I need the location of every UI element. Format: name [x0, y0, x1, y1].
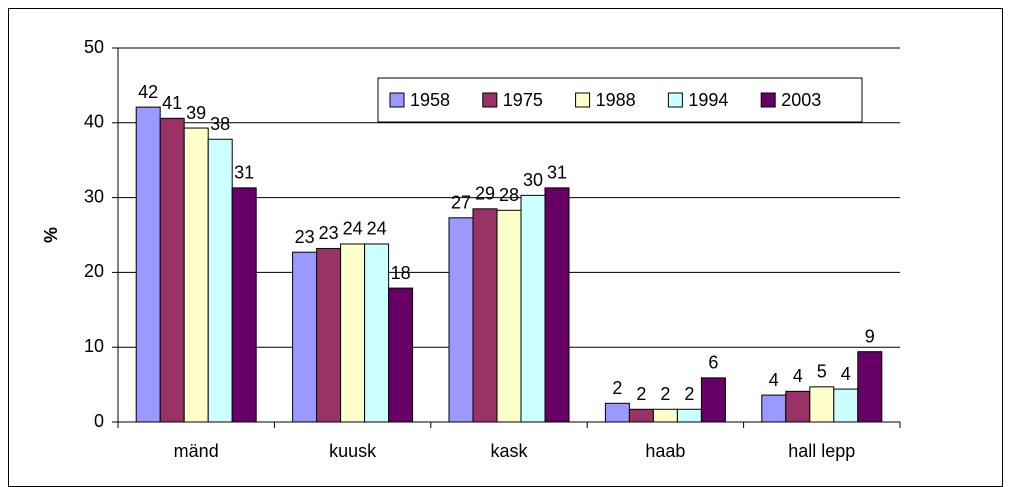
legend-label: 1975 — [503, 90, 543, 110]
bar — [472, 208, 498, 423]
data-label: 28 — [499, 185, 519, 205]
y-axis-label: % — [41, 227, 61, 243]
bar — [231, 187, 257, 423]
data-label: 5 — [817, 362, 827, 382]
legend-swatch — [482, 92, 498, 108]
legend-label: 1958 — [410, 90, 450, 110]
bar — [316, 247, 342, 423]
data-label: 2 — [684, 384, 694, 404]
bar — [292, 251, 318, 423]
legend-label: 1994 — [688, 90, 728, 110]
y-tick-label: 10 — [84, 336, 104, 356]
legend-label: 1988 — [596, 90, 636, 110]
bar — [520, 194, 546, 423]
bar — [207, 138, 233, 423]
data-label: 2 — [660, 384, 670, 404]
data-label: 31 — [547, 163, 567, 183]
y-tick-label: 20 — [84, 261, 104, 281]
legend-box — [377, 77, 863, 123]
legend-swatch — [760, 92, 776, 108]
y-tick-label: 30 — [84, 186, 104, 206]
data-label: 4 — [841, 364, 851, 384]
data-label: 24 — [343, 219, 363, 239]
bar — [183, 127, 209, 423]
data-label: 6 — [708, 353, 718, 373]
bar — [604, 402, 630, 423]
data-label: 29 — [475, 184, 495, 204]
x-tick-label: kuusk — [329, 441, 377, 461]
bar — [159, 117, 185, 423]
data-label: 23 — [319, 223, 339, 243]
y-tick-label: 50 — [84, 37, 104, 57]
legend-swatch — [389, 92, 405, 108]
bar — [496, 209, 522, 423]
data-label: 38 — [210, 114, 230, 134]
data-label: 9 — [865, 326, 875, 346]
legend-label: 2003 — [781, 90, 821, 110]
bar — [809, 386, 835, 423]
bar — [700, 377, 726, 423]
legend-swatch — [667, 92, 683, 108]
bar — [364, 243, 390, 423]
data-label: 30 — [523, 170, 543, 190]
bar — [388, 287, 414, 423]
x-tick-label: mänd — [174, 441, 219, 461]
y-tick-label: 40 — [84, 112, 104, 132]
bar — [340, 243, 366, 423]
data-label: 27 — [451, 193, 471, 213]
data-label: 39 — [186, 103, 206, 123]
data-label: 4 — [769, 370, 779, 390]
data-label: 31 — [234, 163, 254, 183]
data-label: 42 — [138, 82, 158, 102]
x-tick-label: kask — [490, 441, 528, 461]
bar — [135, 106, 161, 423]
bar — [761, 394, 787, 423]
bar — [857, 351, 883, 423]
x-tick-label: haab — [645, 441, 685, 461]
bar — [448, 217, 474, 423]
bar — [833, 388, 859, 423]
data-label: 4 — [793, 366, 803, 386]
data-label: 24 — [367, 219, 387, 239]
y-tick-label: 0 — [94, 411, 104, 431]
data-label: 23 — [295, 227, 315, 247]
data-label: 18 — [391, 263, 411, 283]
bar — [785, 390, 811, 423]
bar — [676, 408, 702, 423]
bar — [628, 408, 654, 423]
x-tick-label: hall lepp — [788, 441, 855, 461]
data-label: 2 — [636, 384, 646, 404]
bar — [544, 187, 570, 423]
legend-swatch — [575, 92, 591, 108]
data-label: 2 — [612, 378, 622, 398]
data-label: 41 — [162, 93, 182, 113]
bar — [652, 408, 678, 423]
